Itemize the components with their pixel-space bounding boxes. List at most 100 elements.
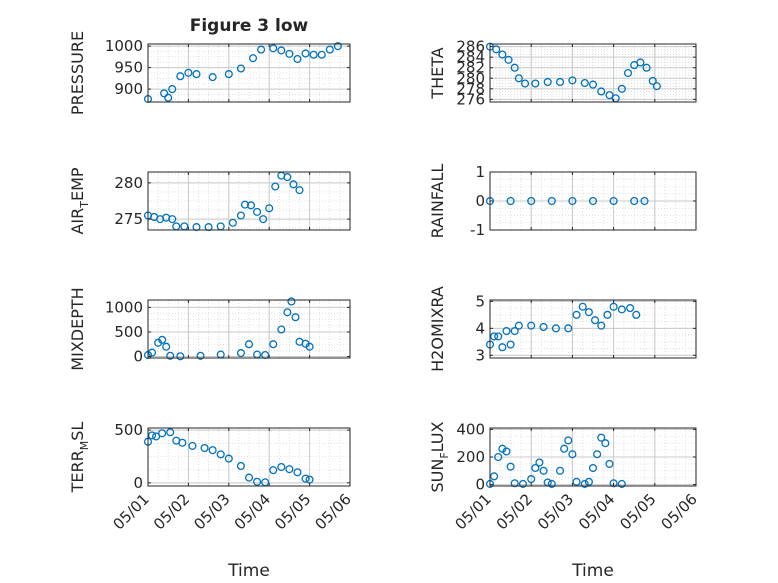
sun_flux-point bbox=[506, 462, 515, 471]
h2omixra-point bbox=[506, 340, 515, 349]
sun_flux-x-tick-label: 05/02 bbox=[493, 490, 536, 533]
air_temp-point bbox=[289, 180, 298, 189]
theta-point bbox=[617, 84, 626, 93]
theta-point bbox=[588, 80, 598, 89]
air_temp-point bbox=[236, 211, 245, 220]
theta-y-axis-label: THETA bbox=[428, 47, 447, 99]
pressure-point bbox=[248, 54, 258, 63]
sun_flux-y-tick-label: 0 bbox=[475, 476, 485, 494]
air_temp-axes: 275 280 AIRTEMP bbox=[68, 167, 351, 235]
h2omixra-point bbox=[490, 332, 499, 341]
terr_msl-y-tick-label: 500 bbox=[114, 421, 143, 439]
theta-point bbox=[510, 63, 519, 72]
mixdepth-point bbox=[162, 342, 171, 351]
theta-point bbox=[636, 58, 645, 67]
pressure-point bbox=[168, 85, 177, 94]
h2omixra-point bbox=[572, 310, 581, 319]
theta-point bbox=[531, 79, 540, 88]
sun_flux-point bbox=[572, 477, 581, 486]
pressure-point bbox=[192, 70, 201, 79]
theta-point bbox=[492, 45, 501, 54]
terr_msl-x-tick-label: 05/05 bbox=[271, 490, 314, 533]
mixdepth-y-axis-label: MIXDEPTH bbox=[68, 287, 87, 370]
sun_flux-point bbox=[580, 479, 589, 488]
sun_flux-point bbox=[601, 439, 610, 448]
pressure-y-tick-label: 900 bbox=[114, 80, 143, 98]
terr_msl-x-tick-label: 05/03 bbox=[190, 490, 233, 533]
air_temp-point bbox=[240, 200, 250, 209]
pressure-point bbox=[160, 89, 169, 98]
air_temp-point bbox=[265, 204, 274, 213]
mixdepth-point bbox=[166, 351, 175, 360]
terr_msl-point bbox=[216, 450, 225, 459]
air_temp-y-tick-label: 275 bbox=[114, 210, 143, 228]
air_temp-point bbox=[204, 223, 213, 232]
theta-y-tick-label: 278 bbox=[456, 80, 485, 98]
h2omixra-point bbox=[617, 305, 626, 314]
air_temp-y-axis-label: AIRTEMP bbox=[68, 167, 91, 234]
sun_flux-point bbox=[518, 479, 528, 488]
rainfall-point bbox=[506, 196, 515, 206]
pressure-point bbox=[269, 44, 278, 53]
theta-point bbox=[498, 50, 507, 59]
pressure-axes-box bbox=[147, 43, 351, 103]
sun_flux-point bbox=[568, 450, 577, 459]
sun_flux-point bbox=[588, 463, 598, 473]
rainfall-point bbox=[547, 196, 556, 206]
sun_flux-x-tick-label: 05/01 bbox=[452, 490, 495, 533]
terr_msl-x-axis-label: Time bbox=[227, 561, 270, 581]
theta-point bbox=[504, 55, 513, 64]
pressure-point bbox=[325, 45, 334, 54]
theta-y-tick-label: 280 bbox=[456, 69, 485, 87]
air_temp-point bbox=[192, 223, 201, 232]
h2omixra-y-tick-label: 3 bbox=[475, 346, 485, 364]
theta-point bbox=[514, 74, 523, 83]
theta-point bbox=[623, 68, 633, 78]
terr_msl-axes-box bbox=[147, 427, 351, 487]
air_temp-point bbox=[271, 182, 280, 191]
theta-y-tick-label: 284 bbox=[456, 48, 485, 66]
sun_flux-x-axis-label: Time bbox=[571, 561, 614, 581]
mixdepth-point bbox=[277, 325, 286, 334]
pressure-point bbox=[236, 64, 245, 73]
sun_flux-x-tick-label: 05/03 bbox=[534, 490, 577, 533]
sun_flux-point bbox=[584, 477, 593, 486]
h2omixra-y-axis-label: H2OMIXRA bbox=[428, 286, 447, 372]
theta-point bbox=[605, 91, 614, 100]
sun_flux-point bbox=[547, 479, 556, 488]
sun_flux-point bbox=[490, 472, 499, 481]
sun_flux-y-tick-label: 400 bbox=[456, 420, 485, 438]
mixdepth-point bbox=[196, 351, 205, 360]
h2omixra-point bbox=[632, 310, 641, 319]
sun_flux-x-tick-label: 05/04 bbox=[575, 490, 618, 533]
pressure-y-tick-label: 1000 bbox=[105, 37, 143, 55]
terr_msl-point bbox=[147, 431, 157, 440]
terr_msl-point bbox=[285, 465, 294, 474]
h2omixra-y-tick-label: 4 bbox=[475, 319, 485, 337]
theta-point bbox=[642, 63, 651, 72]
mixdepth-y-tick-label: 1000 bbox=[105, 298, 143, 316]
pressure-point bbox=[184, 68, 193, 77]
terr_msl-y-axis-label: TERRMSL bbox=[68, 422, 91, 494]
air_temp-axes-box bbox=[147, 171, 351, 231]
pressure-point bbox=[301, 49, 310, 58]
theta-point bbox=[597, 87, 606, 96]
air_temp-point bbox=[253, 207, 262, 216]
terr_msl-point bbox=[244, 473, 254, 482]
sun_flux-point bbox=[510, 479, 519, 488]
h2omixra-point bbox=[539, 322, 548, 332]
terr_msl-point bbox=[224, 454, 233, 463]
pressure-point bbox=[257, 45, 266, 54]
mixdepth-axes: 0 500 1000 MIXDEPTH bbox=[68, 287, 351, 371]
sun_flux-point bbox=[560, 444, 569, 453]
terr_msl-point bbox=[236, 461, 245, 471]
pressure-y-tick-label: 950 bbox=[114, 59, 143, 77]
mixdepth-axes-box bbox=[147, 299, 351, 359]
terr_msl-point bbox=[200, 443, 209, 453]
h2omixra-point bbox=[603, 310, 612, 319]
rainfall-point bbox=[609, 196, 618, 206]
pressure-point bbox=[176, 72, 185, 81]
pressure-point bbox=[317, 50, 326, 59]
